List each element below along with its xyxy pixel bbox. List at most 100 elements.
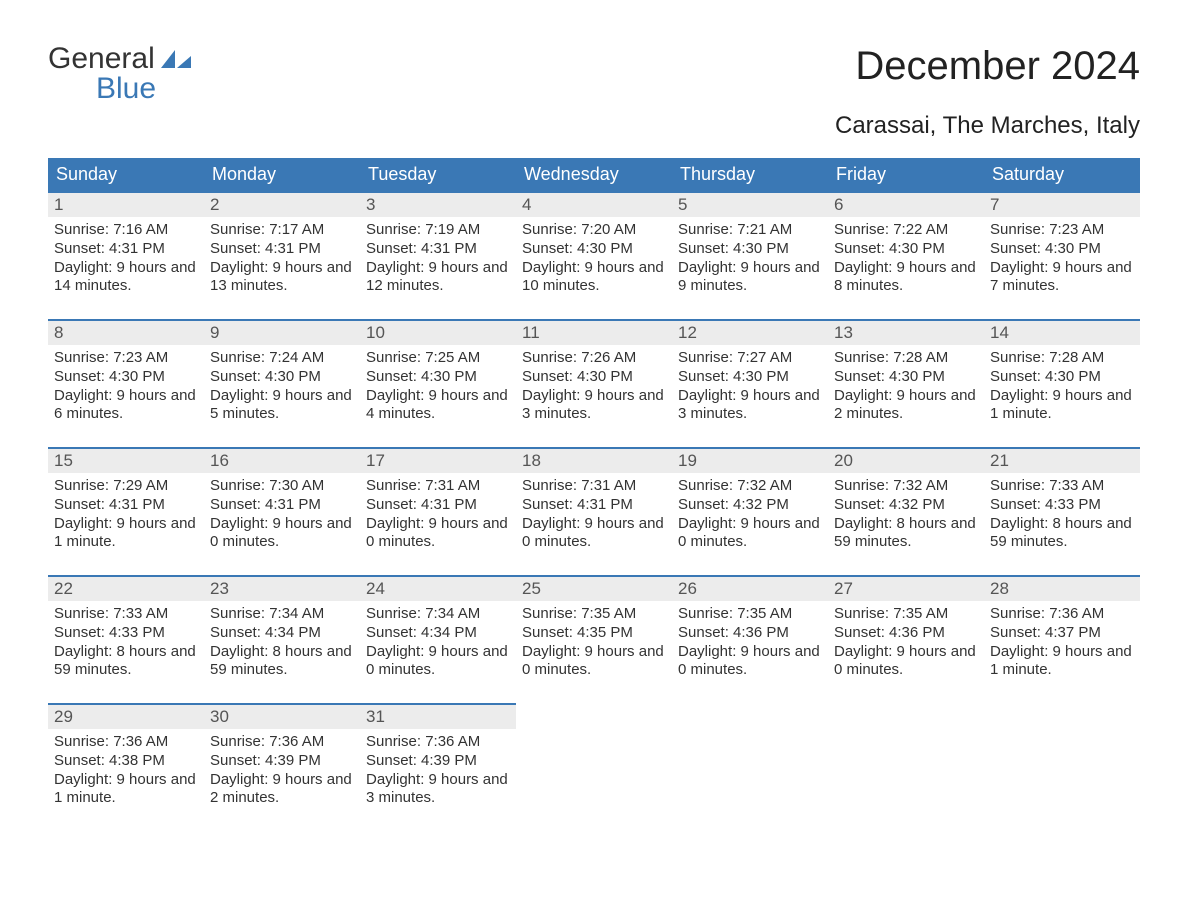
sunset-text: Sunset: 4:32 PM xyxy=(834,496,978,515)
calendar-cell: 24Sunrise: 7:34 AMSunset: 4:34 PMDayligh… xyxy=(360,575,516,703)
sunrise-text: Sunrise: 7:23 AM xyxy=(54,349,198,368)
calendar-cell: 12Sunrise: 7:27 AMSunset: 4:30 PMDayligh… xyxy=(672,319,828,447)
sunset-text: Sunset: 4:30 PM xyxy=(990,368,1134,387)
calendar-cell: 8Sunrise: 7:23 AMSunset: 4:30 PMDaylight… xyxy=(48,319,204,447)
day-number: 29 xyxy=(48,703,204,729)
daylight-text: Daylight: 9 hours and 2 minutes. xyxy=(834,387,978,425)
day-details: Sunrise: 7:34 AMSunset: 4:34 PMDaylight:… xyxy=(360,601,516,688)
calendar-cell: 9Sunrise: 7:24 AMSunset: 4:30 PMDaylight… xyxy=(204,319,360,447)
daylight-text: Daylight: 9 hours and 3 minutes. xyxy=(366,771,510,809)
day-number: 17 xyxy=(360,447,516,473)
calendar-week: 22Sunrise: 7:33 AMSunset: 4:33 PMDayligh… xyxy=(48,575,1140,703)
calendar-cell: 7Sunrise: 7:23 AMSunset: 4:30 PMDaylight… xyxy=(984,191,1140,319)
sunset-text: Sunset: 4:32 PM xyxy=(678,496,822,515)
sunset-text: Sunset: 4:37 PM xyxy=(990,624,1134,643)
sunrise-text: Sunrise: 7:36 AM xyxy=(366,733,510,752)
daylight-text: Daylight: 9 hours and 0 minutes. xyxy=(678,643,822,681)
day-details: Sunrise: 7:35 AMSunset: 4:36 PMDaylight:… xyxy=(672,601,828,688)
sunrise-text: Sunrise: 7:33 AM xyxy=(54,605,198,624)
day-details: Sunrise: 7:32 AMSunset: 4:32 PMDaylight:… xyxy=(672,473,828,560)
day-details: Sunrise: 7:28 AMSunset: 4:30 PMDaylight:… xyxy=(828,345,984,432)
day-details: Sunrise: 7:23 AMSunset: 4:30 PMDaylight:… xyxy=(48,345,204,432)
sunset-text: Sunset: 4:31 PM xyxy=(210,240,354,259)
sunset-text: Sunset: 4:30 PM xyxy=(366,368,510,387)
sunrise-text: Sunrise: 7:19 AM xyxy=(366,221,510,240)
day-details: Sunrise: 7:33 AMSunset: 4:33 PMDaylight:… xyxy=(48,601,204,688)
calendar-cell: 29Sunrise: 7:36 AMSunset: 4:38 PMDayligh… xyxy=(48,703,204,831)
calendar-cell: 30Sunrise: 7:36 AMSunset: 4:39 PMDayligh… xyxy=(204,703,360,831)
sunset-text: Sunset: 4:33 PM xyxy=(990,496,1134,515)
sunset-text: Sunset: 4:30 PM xyxy=(678,240,822,259)
day-details: Sunrise: 7:35 AMSunset: 4:35 PMDaylight:… xyxy=(516,601,672,688)
day-details: Sunrise: 7:35 AMSunset: 4:36 PMDaylight:… xyxy=(828,601,984,688)
day-number: 16 xyxy=(204,447,360,473)
daylight-text: Daylight: 8 hours and 59 minutes. xyxy=(54,643,198,681)
sunset-text: Sunset: 4:30 PM xyxy=(990,240,1134,259)
day-details: Sunrise: 7:26 AMSunset: 4:30 PMDaylight:… xyxy=(516,345,672,432)
calendar-head: SundayMondayTuesdayWednesdayThursdayFrid… xyxy=(48,158,1140,191)
day-details: Sunrise: 7:36 AMSunset: 4:39 PMDaylight:… xyxy=(204,729,360,816)
sail-icon xyxy=(161,44,191,74)
calendar-cell: 13Sunrise: 7:28 AMSunset: 4:30 PMDayligh… xyxy=(828,319,984,447)
day-number: 10 xyxy=(360,319,516,345)
day-details: Sunrise: 7:36 AMSunset: 4:37 PMDaylight:… xyxy=(984,601,1140,688)
calendar-cell: 23Sunrise: 7:34 AMSunset: 4:34 PMDayligh… xyxy=(204,575,360,703)
calendar-cell: 3Sunrise: 7:19 AMSunset: 4:31 PMDaylight… xyxy=(360,191,516,319)
daylight-text: Daylight: 9 hours and 6 minutes. xyxy=(54,387,198,425)
calendar-cell: 26Sunrise: 7:35 AMSunset: 4:36 PMDayligh… xyxy=(672,575,828,703)
sunset-text: Sunset: 4:30 PM xyxy=(834,240,978,259)
calendar-week: 29Sunrise: 7:36 AMSunset: 4:38 PMDayligh… xyxy=(48,703,1140,831)
day-header: Tuesday xyxy=(360,158,516,191)
calendar-cell: 17Sunrise: 7:31 AMSunset: 4:31 PMDayligh… xyxy=(360,447,516,575)
sunrise-text: Sunrise: 7:26 AM xyxy=(522,349,666,368)
day-header: Monday xyxy=(204,158,360,191)
sunset-text: Sunset: 4:39 PM xyxy=(366,752,510,771)
calendar-week: 15Sunrise: 7:29 AMSunset: 4:31 PMDayligh… xyxy=(48,447,1140,575)
daylight-text: Daylight: 9 hours and 0 minutes. xyxy=(522,643,666,681)
day-header: Thursday xyxy=(672,158,828,191)
daylight-text: Daylight: 9 hours and 10 minutes. xyxy=(522,259,666,297)
day-header: Saturday xyxy=(984,158,1140,191)
day-header: Wednesday xyxy=(516,158,672,191)
calendar-week: 1Sunrise: 7:16 AMSunset: 4:31 PMDaylight… xyxy=(48,191,1140,319)
day-details: Sunrise: 7:16 AMSunset: 4:31 PMDaylight:… xyxy=(48,217,204,304)
sunrise-text: Sunrise: 7:20 AM xyxy=(522,221,666,240)
calendar-cell: 5Sunrise: 7:21 AMSunset: 4:30 PMDaylight… xyxy=(672,191,828,319)
calendar-cell: 19Sunrise: 7:32 AMSunset: 4:32 PMDayligh… xyxy=(672,447,828,575)
sunset-text: Sunset: 4:30 PM xyxy=(210,368,354,387)
header-row: General Blue December 2024 xyxy=(48,44,1140,104)
day-details: Sunrise: 7:17 AMSunset: 4:31 PMDaylight:… xyxy=(204,217,360,304)
day-number: 19 xyxy=(672,447,828,473)
calendar-table: SundayMondayTuesdayWednesdayThursdayFrid… xyxy=(48,158,1140,831)
sunrise-text: Sunrise: 7:36 AM xyxy=(210,733,354,752)
day-details: Sunrise: 7:32 AMSunset: 4:32 PMDaylight:… xyxy=(828,473,984,560)
sunrise-text: Sunrise: 7:29 AM xyxy=(54,477,198,496)
calendar-cell: 16Sunrise: 7:30 AMSunset: 4:31 PMDayligh… xyxy=(204,447,360,575)
sunset-text: Sunset: 4:31 PM xyxy=(54,240,198,259)
day-details: Sunrise: 7:28 AMSunset: 4:30 PMDaylight:… xyxy=(984,345,1140,432)
calendar-cell: 20Sunrise: 7:32 AMSunset: 4:32 PMDayligh… xyxy=(828,447,984,575)
daylight-text: Daylight: 9 hours and 8 minutes. xyxy=(834,259,978,297)
day-number: 1 xyxy=(48,191,204,217)
daylight-text: Daylight: 9 hours and 1 minute. xyxy=(990,387,1134,425)
sunrise-text: Sunrise: 7:34 AM xyxy=(366,605,510,624)
day-number: 27 xyxy=(828,575,984,601)
daylight-text: Daylight: 9 hours and 9 minutes. xyxy=(678,259,822,297)
calendar-cell: 27Sunrise: 7:35 AMSunset: 4:36 PMDayligh… xyxy=(828,575,984,703)
daylight-text: Daylight: 9 hours and 1 minute. xyxy=(54,771,198,809)
sunrise-text: Sunrise: 7:17 AM xyxy=(210,221,354,240)
brand-logo: General Blue xyxy=(48,44,191,104)
sunrise-text: Sunrise: 7:31 AM xyxy=(522,477,666,496)
day-number: 18 xyxy=(516,447,672,473)
calendar-cell: 28Sunrise: 7:36 AMSunset: 4:37 PMDayligh… xyxy=(984,575,1140,703)
calendar-cell: 18Sunrise: 7:31 AMSunset: 4:31 PMDayligh… xyxy=(516,447,672,575)
day-number: 20 xyxy=(828,447,984,473)
day-details: Sunrise: 7:33 AMSunset: 4:33 PMDaylight:… xyxy=(984,473,1140,560)
sunrise-text: Sunrise: 7:28 AM xyxy=(834,349,978,368)
sunrise-text: Sunrise: 7:32 AM xyxy=(678,477,822,496)
calendar-cell: 11Sunrise: 7:26 AMSunset: 4:30 PMDayligh… xyxy=(516,319,672,447)
calendar-cell: 2Sunrise: 7:17 AMSunset: 4:31 PMDaylight… xyxy=(204,191,360,319)
sunrise-text: Sunrise: 7:21 AM xyxy=(678,221,822,240)
day-header: Friday xyxy=(828,158,984,191)
brand-word-2: Blue xyxy=(96,74,156,104)
